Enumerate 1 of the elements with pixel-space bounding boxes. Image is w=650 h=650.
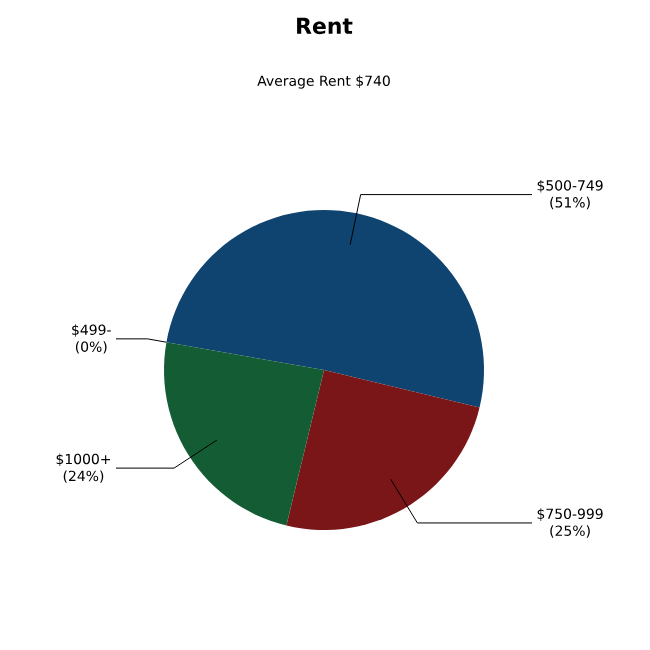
chart-title: Rent: [297, 17, 353, 35]
